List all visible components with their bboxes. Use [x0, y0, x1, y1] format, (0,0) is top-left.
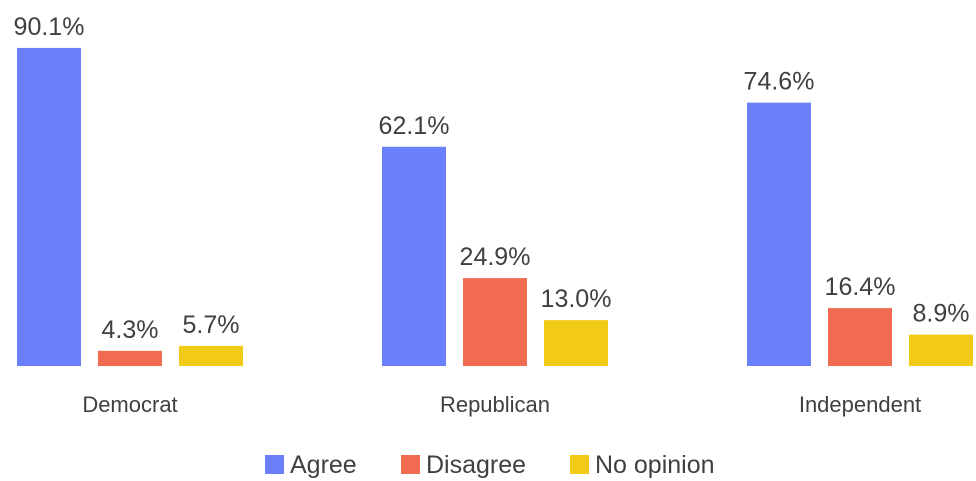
bar-democrat-disagree [98, 350, 162, 366]
value-label-republican-no-opinion: 13.0% [541, 285, 612, 313]
value-label-democrat-disagree: 4.3% [102, 316, 159, 344]
value-label-independent-disagree: 16.4% [825, 273, 896, 301]
bar-republican-no-opinion [544, 320, 608, 366]
category-label-democrat: Democrat [82, 392, 177, 417]
bar-independent-agree [747, 102, 811, 367]
category-labels-layer: Democrat Republican Independent [82, 392, 921, 417]
bar-republican-agree [382, 146, 446, 366]
category-label-independent: Independent [799, 392, 921, 417]
bar-independent-no-opinion [909, 334, 973, 366]
value-label-republican-disagree: 24.9% [460, 243, 531, 271]
legend-swatch-no-opinion [570, 455, 589, 474]
value-label-republican-agree: 62.1% [379, 112, 450, 140]
bar-democrat-no-opinion [179, 345, 243, 366]
legend-swatch-disagree [401, 455, 420, 474]
bar-independent-disagree [828, 308, 892, 366]
value-label-democrat-no-opinion: 5.7% [183, 311, 240, 339]
legend-swatch-agree [265, 455, 284, 474]
legend-label-agree: Agree [290, 451, 357, 479]
legend: Agree Disagree No opinion [265, 451, 715, 479]
bar-democrat-agree [17, 47, 81, 367]
bars-layer [17, 47, 973, 367]
value-label-independent-no-opinion: 8.9% [913, 300, 970, 328]
legend-label-no-opinion: No opinion [595, 451, 715, 479]
value-labels-layer: 90.1% 4.3% 5.7% 62.1% 24.9% 13.0% 74.6% 16.4% 8.… [14, 13, 970, 344]
value-label-democrat-agree: 90.1% [14, 13, 85, 41]
legend-label-disagree: Disagree [426, 451, 526, 479]
bar-republican-disagree [463, 278, 527, 366]
value-label-independent-agree: 74.6% [744, 68, 815, 96]
category-label-republican: Republican [440, 392, 550, 417]
